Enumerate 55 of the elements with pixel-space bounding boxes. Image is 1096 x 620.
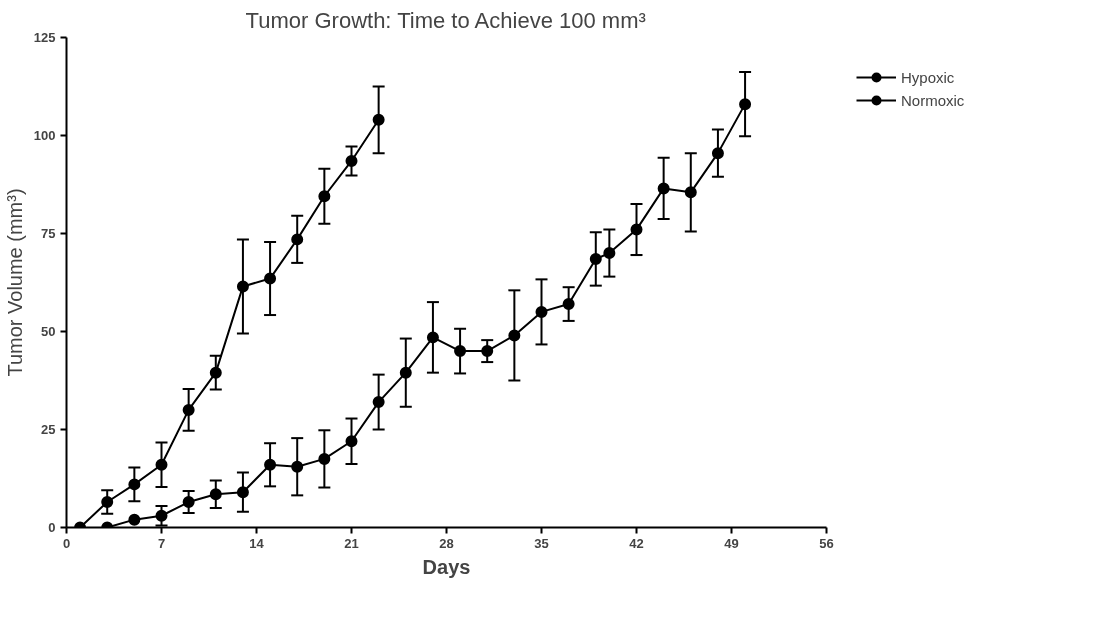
point <box>101 496 114 509</box>
point <box>711 147 724 160</box>
point <box>236 280 249 293</box>
point <box>589 252 602 265</box>
x-tick-label: 14 <box>249 535 265 551</box>
point <box>426 331 439 344</box>
point <box>739 98 752 111</box>
point <box>128 478 141 491</box>
y-tick-label: 75 <box>41 226 56 241</box>
legend-label: Hypoxic <box>901 68 955 86</box>
y-tick-label: 125 <box>33 30 56 45</box>
x-tick-label: 7 <box>157 535 166 551</box>
point <box>657 182 670 195</box>
point <box>345 154 358 167</box>
point <box>630 223 643 236</box>
point <box>535 305 548 318</box>
y-tick-label: 25 <box>41 422 56 437</box>
point <box>318 452 331 465</box>
x-tick-label: 56 <box>819 535 834 551</box>
point <box>182 496 195 509</box>
chart-title: Tumor Growth: Time to Achieve 100 mm³ <box>245 7 646 33</box>
point <box>291 233 304 246</box>
point <box>291 460 304 473</box>
point <box>399 366 412 379</box>
point <box>155 458 168 471</box>
point <box>155 509 168 522</box>
point <box>481 345 494 358</box>
point <box>372 113 385 126</box>
point <box>318 190 331 203</box>
y-tick-label: 0 <box>48 520 56 535</box>
x-tick-label: 42 <box>629 535 644 551</box>
point <box>603 247 616 260</box>
x-tick-label: 28 <box>439 535 454 551</box>
point <box>345 435 358 448</box>
y-axis-title: Tumor Volume (mm³) <box>3 188 26 377</box>
point <box>236 486 249 499</box>
point <box>264 272 277 285</box>
point <box>128 513 141 526</box>
x-tick-label: 49 <box>724 535 739 551</box>
x-tick-label: 0 <box>62 535 71 551</box>
point <box>209 488 222 501</box>
y-tick-label: 100 <box>33 128 56 143</box>
y-tick-label: 50 <box>41 324 56 339</box>
legend-label: Normoxic <box>901 91 965 109</box>
point <box>209 366 222 379</box>
x-tick-label: 35 <box>534 535 549 551</box>
x-tick-label: 21 <box>344 535 359 551</box>
x-axis-title: Days <box>422 555 471 578</box>
point <box>372 396 385 409</box>
point <box>508 329 521 342</box>
point <box>684 186 697 199</box>
point <box>562 298 575 311</box>
point <box>454 345 467 358</box>
point <box>182 403 195 416</box>
point <box>264 458 277 471</box>
